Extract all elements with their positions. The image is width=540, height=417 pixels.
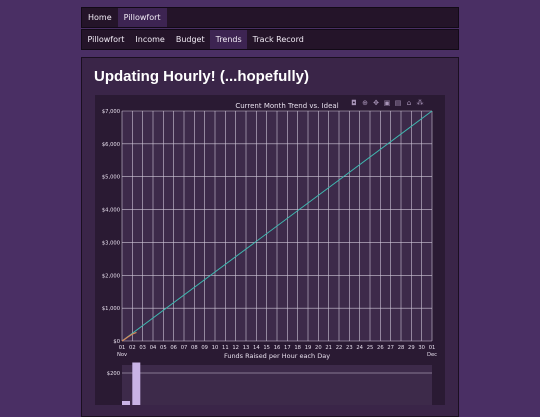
chart-container: Current Month Trend vs. Ideal 01 02 03 04 05 0… <box>95 95 445 412</box>
x-tick-label: 20 <box>315 345 322 351</box>
y-tick-label: $6,000 <box>102 142 120 148</box>
x-tick-label: 17 <box>284 345 291 351</box>
subnav-tab-track-record[interactable]: Track Record <box>252 35 304 44</box>
x-tick-label: 12 <box>232 345 239 351</box>
x-tick-label: 14 <box>253 345 260 351</box>
ideal-series-line <box>121 110 433 342</box>
x-tick-label: 16 <box>274 345 281 351</box>
x-tick-label: 29 <box>408 345 415 351</box>
y-tick-label: $2,000 <box>102 273 120 279</box>
plotly-logo-icon[interactable]: ⁂ <box>416 99 424 107</box>
x-tick-label: 06 <box>170 345 177 351</box>
camera-icon[interactable]: ◘ <box>351 99 357 107</box>
y-tick-label-2: $200 <box>107 371 120 377</box>
zoom-out-icon[interactable]: ▤ <box>394 99 402 107</box>
y-tick-label: $5,000 <box>102 175 120 181</box>
x-tick-label: 30 <box>418 345 425 351</box>
x-tick-label: 18 <box>294 345 301 351</box>
x-tick-label: 15 <box>263 345 270 351</box>
x-tick-label: 10 <box>212 345 219 351</box>
y-tick-label: $7,000 <box>102 109 120 115</box>
subnav-tab-budget[interactable]: Budget <box>175 35 205 44</box>
home-icon[interactable]: ⌂ <box>406 99 412 107</box>
chart-toolbar: ◘ ⊕ ✥ ▣ ▤ ⌂ ⁂ <box>350 99 424 107</box>
zoom-in-icon[interactable]: ▣ <box>383 99 391 107</box>
plot-area-2 <box>122 365 432 405</box>
x-tick-label: 09 <box>201 345 208 351</box>
x-start-label: Nov <box>117 352 127 358</box>
x-tick-label: 07 <box>181 345 188 351</box>
bar-segment <box>122 401 130 408</box>
primary-nav: Home Pillowfort <box>81 7 459 28</box>
x-tick-label: 03 <box>139 345 146 351</box>
y-tick-label: $1,000 <box>102 306 120 312</box>
y-tick-label: $4,000 <box>102 208 120 214</box>
x-tick-label: 02 <box>129 345 136 351</box>
x-tick-label: 24 <box>356 345 363 351</box>
nav-tab-pillowfort[interactable]: Pillowfort <box>117 8 167 27</box>
x-tick-label: 21 <box>325 345 332 351</box>
actual-series-line <box>121 331 137 342</box>
x-tick-label: 13 <box>243 345 250 351</box>
secondary-nav: Pillowfort Income Budget Trends Track Record <box>81 29 459 50</box>
nav-tab-home[interactable]: Home <box>88 13 112 22</box>
x-tick-label: 23 <box>346 345 353 351</box>
x-tick-label: 22 <box>336 345 343 351</box>
x-tick-label: 11 <box>222 345 229 351</box>
x-tick-label: 08 <box>191 345 198 351</box>
x-tick-label: 28 <box>398 345 405 351</box>
subnav-tab-pillowfort[interactable]: Pillowfort <box>87 35 125 44</box>
chart2-title: Funds Raised per Hour each Day <box>224 352 330 360</box>
bar-segment <box>132 362 141 407</box>
x-tick-label: 19 <box>305 345 312 351</box>
x-tick-label: 01 <box>429 345 436 351</box>
x-tick-label: 27 <box>387 345 394 351</box>
subnav-tab-trends[interactable]: Trends <box>210 30 248 49</box>
subnav-tab-income[interactable]: Income <box>135 35 165 44</box>
x-tick-label: 26 <box>377 345 384 351</box>
x-tick-label: 25 <box>367 345 374 351</box>
y-tick-label: $0 <box>113 339 120 345</box>
page-title: Updating Hourly! (...hopefully) <box>94 68 309 85</box>
x-end-label: Dec <box>427 352 437 358</box>
y-tick-label: $3,000 <box>102 240 120 246</box>
zoom-icon[interactable]: ⊕ <box>362 99 368 107</box>
pan-icon[interactable]: ✥ <box>373 99 379 107</box>
x-tick-label: 01 <box>119 345 126 351</box>
x-tick-label: 04 <box>150 345 157 351</box>
chart-title: Current Month Trend vs. Ideal <box>235 102 338 110</box>
x-tick-label: 05 <box>160 345 167 351</box>
